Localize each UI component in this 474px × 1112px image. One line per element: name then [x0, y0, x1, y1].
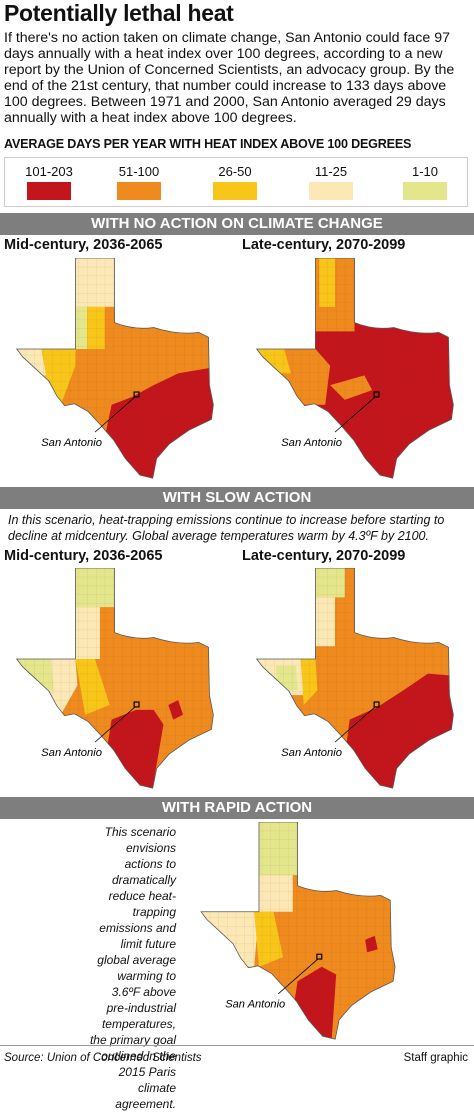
section-description: This scenario envisions actions to drama… — [89, 825, 176, 1111]
city-label: San Antonio — [281, 437, 342, 449]
section-heading: WITH SLOW ACTION — [0, 487, 474, 509]
map-title: Late-century, 2070-2099 — [242, 548, 406, 564]
title: Potentially lethal heat — [4, 0, 234, 26]
legend-swatch — [403, 182, 447, 200]
intro: If there's no action taken on climate ch… — [4, 30, 455, 126]
source: Source: Union of Concerned Scientists — [4, 1052, 202, 1064]
credit: Staff graphic — [403, 1052, 468, 1064]
legend-title: AVERAGE DAYS PER YEAR WITH HEAT INDEX AB… — [4, 137, 412, 151]
legend-swatch — [309, 182, 353, 200]
footer-rule — [0, 1045, 474, 1046]
legend-label: 101-203 — [25, 164, 73, 179]
city-label: San Antonio — [41, 437, 102, 449]
map-title: Late-century, 2070-2099 — [242, 237, 406, 253]
legend-label: 1-10 — [411, 164, 439, 179]
legend-label: 11-25 — [314, 164, 348, 179]
city-label: San Antonio — [41, 747, 102, 759]
legend-label: 51-100 — [118, 164, 160, 179]
section-heading: WITH RAPID ACTION — [0, 797, 474, 819]
map: San Antonio — [256, 568, 454, 789]
city-label: San Antonio — [225, 998, 285, 1010]
map: San Antonio — [200, 822, 396, 1040]
map-title: Mid-century, 2036-2065 — [4, 237, 163, 253]
map: San Antonio — [16, 568, 214, 789]
section-description: In this scenario, heat-trapping emission… — [8, 513, 445, 543]
map: San Antonio — [256, 258, 454, 479]
legend-swatch — [213, 182, 257, 200]
legend-label: 26-50 — [218, 164, 252, 179]
map-title: Mid-century, 2036-2065 — [4, 548, 163, 564]
city-label: San Antonio — [281, 747, 342, 759]
section-heading: WITH NO ACTION ON CLIMATE CHANGE — [0, 213, 474, 235]
legend-swatch — [27, 182, 71, 200]
map: San Antonio — [16, 258, 214, 479]
legend-swatch — [117, 182, 161, 200]
legend: 101-203 51-100 26-50 11-25 1-10 — [4, 157, 468, 207]
